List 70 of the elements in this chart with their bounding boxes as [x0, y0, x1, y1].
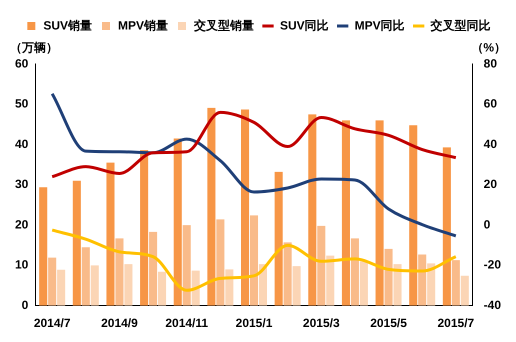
y2-tick-label: 60	[484, 96, 498, 111]
x-tick-label: 2015/5	[370, 316, 408, 330]
bar	[106, 162, 115, 306]
bar	[82, 247, 90, 306]
y2-tick-label: 0	[484, 217, 491, 232]
x-tick-label: 2014/11	[165, 316, 208, 330]
bar	[292, 266, 301, 306]
bar	[158, 272, 166, 306]
y-tick-label: 20	[14, 217, 29, 232]
y-tick-label: 30	[14, 177, 29, 192]
x-tick-label: 2015/3	[302, 316, 340, 330]
y2-tick-label: 80	[484, 56, 498, 70]
x-tick-label: 2015/1	[236, 316, 273, 330]
y2-tick-label: -20	[484, 258, 502, 272]
bar	[140, 150, 148, 306]
bar	[360, 261, 368, 306]
bar	[326, 256, 334, 306]
bar	[174, 138, 182, 306]
y2-tick-label: 40	[484, 136, 498, 151]
bar	[57, 270, 66, 306]
line-series	[50, 110, 458, 178]
bar	[90, 265, 99, 306]
bar	[376, 120, 384, 306]
x-tick-label: 2015/7	[437, 316, 475, 330]
bar	[72, 180, 81, 306]
x-tick-label: 2014/7	[34, 316, 71, 330]
bar	[452, 260, 460, 306]
bar	[39, 187, 48, 306]
y-tick-label: 0	[22, 298, 29, 312]
bar	[250, 215, 258, 306]
y2-tick-label: -40	[484, 298, 502, 312]
line-series	[50, 92, 458, 238]
bar	[216, 219, 224, 306]
legend-label: SUV同比	[280, 18, 329, 32]
y2-axis-title: （%）	[471, 40, 506, 54]
y-tick-label: 40	[14, 136, 29, 151]
bar	[442, 147, 451, 306]
bar	[308, 114, 316, 306]
bar	[350, 238, 359, 306]
bar	[393, 264, 402, 306]
bar	[124, 264, 132, 306]
y-axis-title: （万辆）	[10, 40, 58, 54]
y-tick-label: 10	[14, 258, 29, 272]
bar	[409, 125, 418, 306]
legend-label: 交叉型销量	[193, 18, 254, 32]
bar	[342, 120, 350, 306]
bar	[149, 232, 158, 306]
legend-label: MPV销量	[118, 18, 168, 32]
bar	[48, 258, 56, 306]
bar	[115, 238, 124, 306]
bar	[225, 269, 234, 306]
x-tick-label: 2014/9	[101, 316, 138, 330]
bar	[427, 263, 436, 306]
y2-tick-label: 20	[484, 177, 498, 192]
line-series	[50, 228, 458, 292]
bar	[274, 172, 283, 306]
bar	[240, 110, 250, 306]
y-tick-label: 60	[14, 56, 29, 70]
y-tick-label: 50	[14, 96, 29, 111]
legend-label: MPV同比	[354, 18, 405, 32]
bar	[182, 225, 191, 306]
bar	[418, 254, 426, 306]
bar	[317, 226, 326, 306]
bar	[192, 270, 200, 306]
bar	[284, 242, 292, 306]
bar	[384, 248, 393, 306]
legend-label: SUV销量	[43, 18, 92, 32]
bar	[207, 108, 216, 306]
legend-label: 交叉型同比	[430, 18, 491, 32]
bar	[460, 276, 469, 306]
